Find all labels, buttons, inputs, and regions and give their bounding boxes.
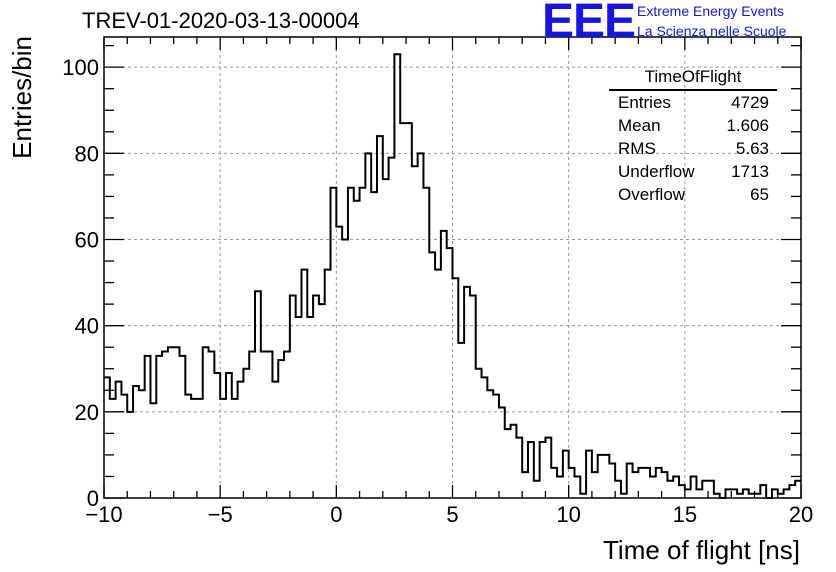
tick-labels: −10 −5 0 5 10 15 20 0 20 40 60 80 100	[62, 55, 813, 527]
y-tick-label: 100	[62, 55, 99, 80]
stats-label: RMS	[618, 139, 656, 158]
stats-box: TimeOfFlight Entries 4729 Mean 1.606 RMS…	[609, 66, 777, 206]
y-tick-label: 60	[75, 227, 99, 252]
stats-row-entries: Entries 4729	[609, 91, 777, 114]
grid-lines	[104, 37, 801, 498]
stats-label: Entries	[618, 93, 671, 112]
plot-frame	[103, 36, 802, 499]
stats-title: TimeOfFlight	[609, 66, 777, 91]
stats-value: 1713	[731, 162, 769, 181]
stats-row-rms: RMS 5.63	[609, 137, 777, 160]
y-tick-label: 40	[75, 314, 99, 339]
eee-logo: EEE	[542, 0, 636, 48]
stats-label: Underflow	[618, 162, 695, 181]
y-axis-label: Entries/bin	[7, 36, 37, 159]
stats-row-mean: Mean 1.606	[609, 114, 777, 137]
stats-label: Overflow	[618, 185, 686, 204]
stats-label: Mean	[618, 116, 661, 135]
x-tick-label: 20	[789, 502, 813, 527]
stats-value: 1.606	[726, 116, 769, 135]
x-axis-label: Time of flight [ns]	[603, 535, 800, 565]
run-title: TREV-01-2020-03-13-00004	[82, 8, 360, 33]
x-tick-label: 10	[556, 502, 580, 527]
axis-ticks	[103, 37, 802, 499]
x-tick-label: 15	[673, 502, 697, 527]
x-tick-label: −5	[208, 502, 233, 527]
logo-line-1: Extreme Energy Events	[637, 3, 785, 19]
stats-value: 4729	[731, 93, 769, 112]
x-tick-label: 5	[446, 502, 458, 527]
y-tick-label: 20	[75, 400, 99, 425]
logo-line-2: La Scienza nelle Scuole	[637, 23, 787, 39]
stats-value: 5.63	[735, 139, 769, 158]
y-tick-label: 80	[75, 141, 99, 166]
y-tick-label: 0	[87, 486, 99, 511]
stats-value: 65	[750, 185, 769, 204]
histogram-outline	[104, 53, 801, 499]
stats-row-overflow: Overflow 65	[609, 183, 777, 206]
stats-row-underflow: Underflow 1713	[609, 160, 777, 183]
x-tick-label: 0	[330, 502, 342, 527]
x-tick-label: −10	[85, 502, 122, 527]
